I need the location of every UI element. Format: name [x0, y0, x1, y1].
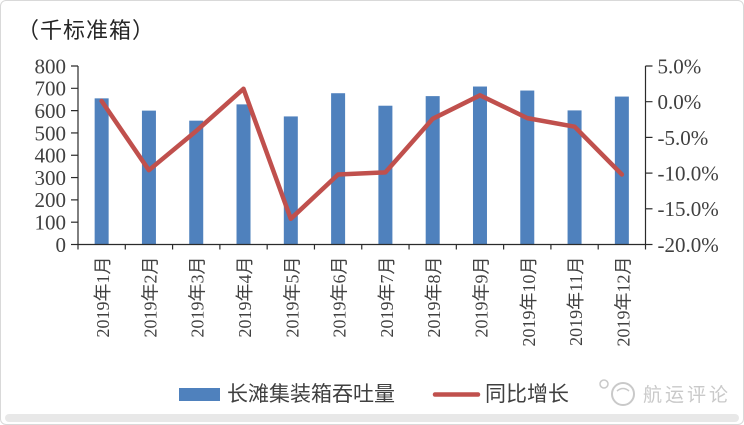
left-axis-tick-label: 0	[56, 233, 67, 257]
bottom-strip	[5, 414, 739, 422]
x-axis-label: 2019年7月	[377, 257, 397, 338]
bar-2019年2月	[141, 110, 156, 245]
left-axis-tick-label: 600	[35, 99, 67, 123]
x-axis-label: 2019年6月	[330, 257, 350, 338]
bar-2019年1月	[94, 98, 109, 245]
legend-bar-label: 长滩集装箱吞吐量	[227, 382, 395, 406]
x-axis-label: 2019年11月	[566, 257, 586, 346]
shipping-review-logo-icon	[599, 379, 609, 389]
x-axis-label: 2019年10月	[519, 257, 539, 347]
legend-line-label: 同比增长	[485, 382, 569, 406]
bar-2019年9月	[472, 86, 487, 245]
x-axis-label: 2019年12月	[613, 257, 633, 347]
left-axis-title: （千标准箱）	[17, 18, 156, 43]
bar-2019年12月	[614, 96, 629, 245]
bar-2019年6月	[331, 93, 346, 245]
x-axis-label: 2019年3月	[188, 257, 208, 338]
shipping-review-logo-icon	[616, 387, 630, 392]
left-axis-tick-label: 400	[35, 144, 67, 168]
right-axis-tick-label: 5.0%	[658, 54, 702, 78]
left-axis-tick-label: 100	[35, 211, 67, 235]
x-axis-label: 2019年5月	[282, 257, 302, 338]
shipping-review-logo-icon	[611, 382, 635, 406]
bar-2019年3月	[189, 120, 204, 245]
legend-bar-swatch	[179, 388, 220, 401]
x-axis-label: 2019年1月	[93, 257, 113, 338]
left-axis-tick-label: 700	[35, 77, 67, 101]
growth-line	[99, 86, 625, 222]
left-axis-tick-label: 500	[35, 121, 67, 145]
x-axis-label: 2019年4月	[235, 257, 255, 338]
left-axis-tick-label: 300	[35, 166, 67, 190]
bar-2019年8月	[425, 96, 440, 245]
bar-2019年4月	[236, 104, 251, 245]
bar-2019年5月	[283, 116, 298, 245]
x-axis-label: 2019年8月	[424, 257, 444, 338]
left-axis-tick-label: 200	[35, 188, 67, 212]
watermark-text: 航运评论	[643, 384, 731, 406]
right-axis-tick-label: -15.0%	[658, 197, 719, 221]
right-axis-tick-label: -10.0%	[658, 161, 719, 185]
bar-2019年11月	[567, 110, 582, 245]
left-axis-tick-label: 800	[35, 54, 67, 78]
x-axis-label: 2019年2月	[140, 257, 160, 338]
bar-2019年7月	[378, 105, 393, 245]
right-axis-tick-label: 0.0%	[658, 90, 702, 114]
x-axis-label: 2019年9月	[471, 256, 491, 337]
right-axis-tick-label: -20.0%	[658, 233, 719, 257]
right-axis-tick-label: -5.0%	[658, 126, 709, 150]
bar-2019年10月	[520, 90, 535, 245]
